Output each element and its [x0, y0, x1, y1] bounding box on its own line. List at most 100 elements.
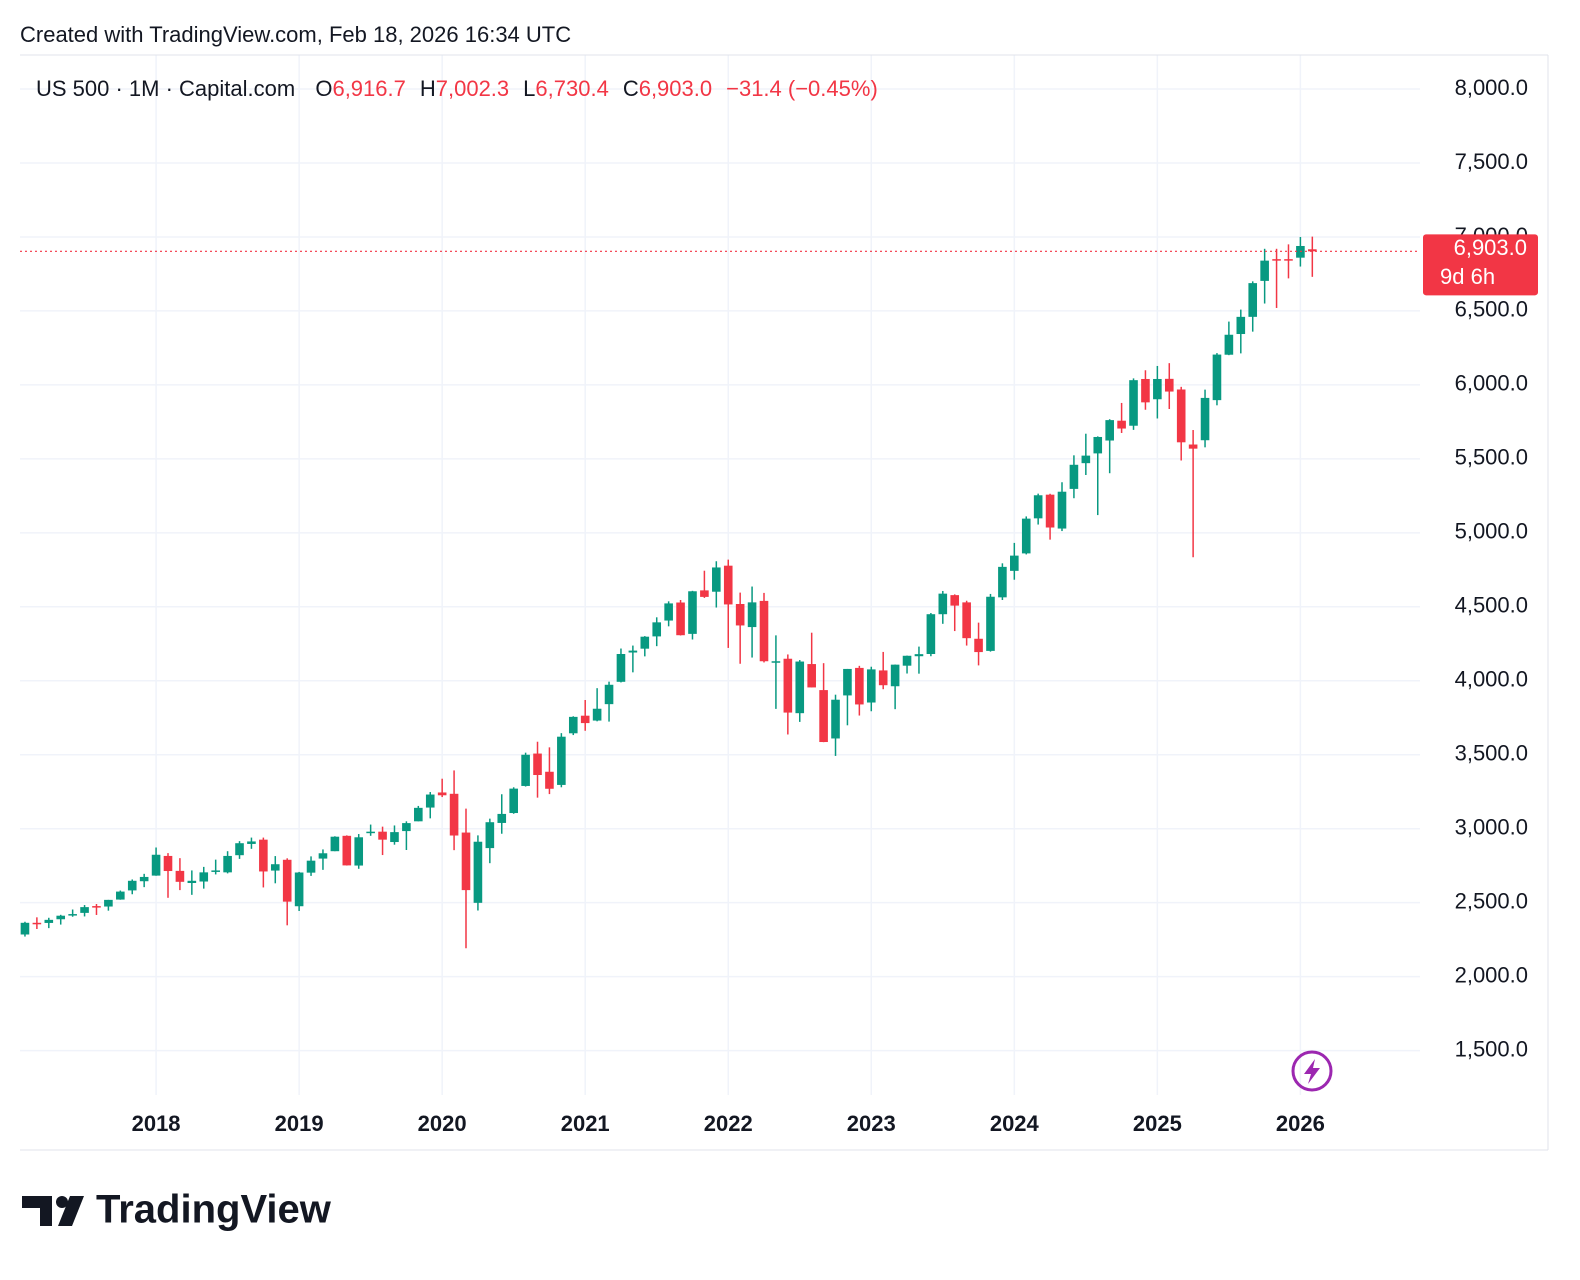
candle-body — [104, 899, 113, 907]
candle-body — [783, 658, 793, 713]
candle-body — [1236, 316, 1246, 335]
lightning-icon[interactable] — [1291, 1050, 1333, 1092]
candle-body — [235, 843, 244, 856]
candle-body — [163, 855, 173, 872]
candle-body — [461, 832, 471, 891]
price-tag-countdown: 9d 6h — [1440, 264, 1495, 289]
candle-body — [223, 855, 232, 873]
candle-body — [1141, 378, 1150, 403]
candle-body — [485, 822, 495, 849]
candle-body — [962, 602, 971, 639]
candle-body — [259, 839, 268, 872]
candle-body — [759, 600, 769, 662]
candle-body — [604, 684, 614, 705]
candle-body — [902, 655, 912, 666]
candle-body — [270, 864, 280, 871]
candle-body — [950, 595, 960, 606]
candle-body — [1308, 249, 1317, 252]
candle-body — [211, 870, 220, 872]
candle-body — [199, 872, 209, 882]
candle-body — [1033, 495, 1043, 519]
legend-value: 6,916.7 — [332, 76, 405, 101]
candle-body — [497, 813, 507, 823]
candle-body — [998, 566, 1007, 598]
candle-body — [127, 880, 137, 891]
y-tick-label: 5,000.0 — [1455, 519, 1528, 544]
y-tick-label: 6,500.0 — [1455, 297, 1528, 322]
candle-body — [1200, 397, 1210, 441]
candle-body — [306, 860, 316, 873]
candle-body — [628, 650, 638, 653]
candle-body — [735, 603, 745, 626]
candle-body — [1176, 389, 1186, 443]
brand-logo — [22, 1196, 84, 1226]
candle-body — [366, 831, 375, 834]
candle-body — [437, 792, 447, 796]
candle-body — [688, 591, 697, 634]
candle-body — [1093, 436, 1103, 454]
legend-key: C — [623, 76, 639, 101]
candle-body — [652, 622, 662, 637]
candle-body — [712, 567, 721, 592]
legend: US 500 · 1M · Capital.com O6,916.7 H7,002… — [36, 76, 878, 101]
legend-value: 6,730.4 — [535, 76, 608, 101]
candle-body — [795, 661, 805, 714]
candle-body — [1105, 420, 1114, 441]
candle-body — [1069, 464, 1079, 489]
candle-body — [187, 880, 197, 884]
candle-body — [116, 891, 125, 900]
candle-body — [294, 872, 304, 907]
candle-body — [580, 715, 590, 724]
candle-body — [723, 565, 733, 605]
candle-body — [378, 831, 387, 840]
candle-body — [807, 664, 816, 688]
candle-body — [390, 832, 399, 843]
candle-body — [1248, 283, 1258, 317]
y-tick-label: 2,000.0 — [1455, 962, 1528, 987]
candle-body — [151, 854, 161, 876]
candle-body — [175, 870, 185, 882]
candle-body — [473, 841, 483, 903]
legend-value: 7,002.3 — [436, 76, 509, 101]
candle-body — [640, 636, 650, 649]
candle-body — [533, 753, 542, 776]
x-tick-label: 2024 — [990, 1111, 1040, 1136]
chart-title: Created with TradingView.com, Feb 18, 20… — [20, 22, 571, 47]
candle-body — [545, 771, 554, 789]
x-tick-label: 2025 — [1133, 1111, 1182, 1136]
candle-body — [974, 638, 983, 653]
candle-body — [592, 708, 602, 721]
y-tick-label: 2,500.0 — [1455, 888, 1528, 913]
candle-body — [914, 654, 924, 657]
candle-body — [1260, 260, 1269, 281]
y-tick-label: 6,000.0 — [1455, 371, 1528, 396]
candle-body — [1057, 491, 1067, 529]
candle-body — [342, 835, 352, 866]
candle-body — [843, 668, 852, 696]
candle-body — [247, 841, 256, 844]
candle-body — [1164, 378, 1174, 392]
candle-body — [1045, 494, 1055, 528]
candle-body — [282, 859, 292, 902]
candle-body — [330, 836, 340, 852]
candle-body — [318, 853, 328, 859]
candle-body — [986, 596, 995, 651]
candle-body — [866, 669, 876, 703]
y-tick-label: 4,500.0 — [1455, 593, 1528, 618]
candle-body — [819, 690, 828, 743]
candle-body — [676, 602, 685, 636]
candle-body — [521, 754, 530, 786]
candle-body — [616, 653, 626, 682]
candle-body — [509, 788, 518, 814]
candle-body — [1081, 455, 1091, 464]
x-tick-label: 2026 — [1276, 1111, 1325, 1136]
legend-change: −31.4 (−0.45%) — [726, 76, 878, 101]
candle-body — [56, 915, 66, 920]
y-tick-label: 7,500.0 — [1455, 149, 1528, 174]
candle-body — [1117, 420, 1126, 429]
brand-name: TradingView — [96, 1188, 332, 1232]
symbol: US 500 · 1M · Capital.com — [36, 76, 295, 101]
candle-body — [1224, 334, 1234, 355]
candle-body — [92, 906, 101, 908]
